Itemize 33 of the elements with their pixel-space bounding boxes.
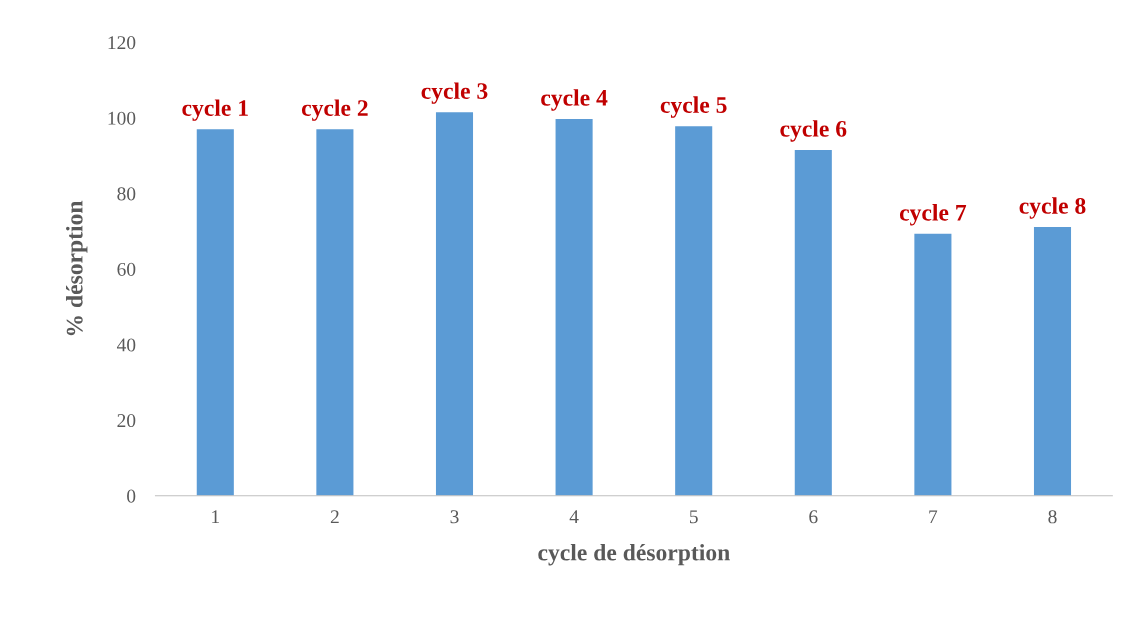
annotation: cycle 1 [182,99,248,121]
x-tick-label: 3 [450,510,459,524]
annotation: cycle 7 [899,204,967,226]
bar [316,129,354,496]
x-axis-title: cycle de désorption [538,543,730,566]
y-axis-title: % désorption [66,200,88,336]
x-tick-label: 2 [330,510,339,524]
y-tick-label: 60 [117,262,136,276]
annotation: cycle 3 [421,82,488,104]
x-tick-label: 4 [569,510,579,524]
y-tick-label: 100 [108,111,136,125]
bar [675,126,713,496]
annotation: cycle 6 [780,120,847,142]
bar [435,112,474,496]
bar [196,129,234,496]
x-tick-label: 7 [929,510,938,524]
bar [914,233,952,496]
annotation: cycle 8 [1019,197,1086,219]
bar [555,119,593,496]
y-tick-label: 120 [108,36,136,50]
annotation: cycle 2 [301,99,368,121]
annotation: cycle 4 [541,89,608,111]
annotation: cycle 5 [660,96,727,118]
bar [1033,227,1072,496]
y-tick-label: 0 [127,489,136,503]
x-tick-label: 6 [809,510,818,524]
x-tick-label: 5 [689,510,698,524]
x-tick-label: 8 [1048,510,1057,524]
y-tick-label: 20 [117,413,136,428]
bar [794,149,832,496]
y-tick-label: 40 [116,338,136,352]
y-tick-label: 80 [117,187,136,201]
x-tick-label: 1 [212,510,219,524]
